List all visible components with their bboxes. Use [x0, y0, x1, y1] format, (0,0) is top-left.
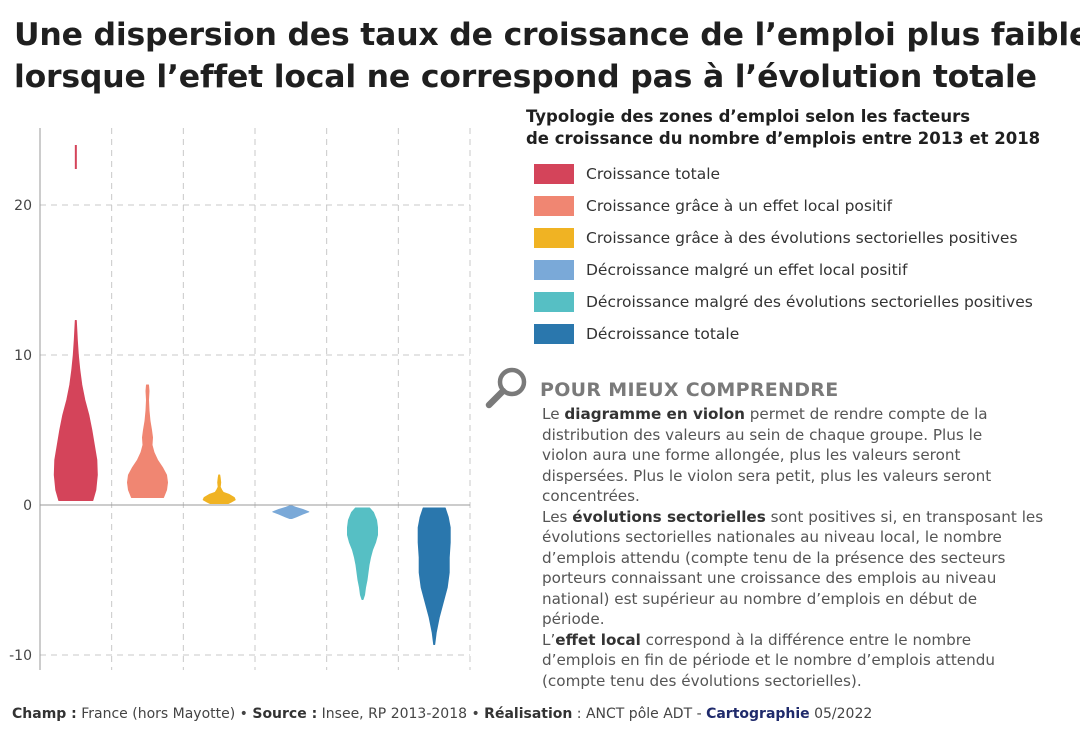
violin-shape — [272, 505, 310, 519]
violin-shape — [417, 507, 451, 645]
text-fragment: L’ — [542, 630, 556, 649]
legend-swatch — [534, 228, 574, 248]
magnifier-icon — [485, 367, 527, 409]
text-fragment: permet de rendre compte de la — [744, 405, 988, 423]
legend-label: Décroissance malgré des évolutions secto… — [586, 293, 1033, 311]
title-line-2: lorsque l’effet local ne correspond pas … — [14, 59, 1037, 95]
legend-swatch — [534, 196, 574, 216]
explanation-body: Le diagramme en violon permet de rendre … — [542, 404, 1074, 691]
realisation-value: : ANCT pôle ADT - — [572, 706, 707, 722]
text-line: période. — [542, 610, 605, 628]
y-tick-label: 10 — [14, 348, 32, 364]
sectoral-term: évolutions sectorielles — [572, 507, 766, 526]
text-fragment: correspond à la différence entre le nomb… — [640, 630, 972, 649]
violin-paragraph: Le diagramme en violon permet de rendre … — [542, 404, 1074, 425]
legend-swatch — [534, 324, 574, 344]
legend-label: Croissance totale — [586, 165, 721, 183]
text-fragment: Les — [542, 507, 573, 526]
legend-item: Croissance grâce à un effet local positi… — [526, 190, 1066, 222]
explanation-header: POUR MIEUX COMPRENDRE — [484, 364, 1074, 410]
text-line: évolutions sectorielles nationales au ni… — [542, 528, 1002, 546]
text-line: d’emplois en fin de période et le nombre… — [542, 651, 996, 669]
legend-items: Croissance totale Croissance grâce à un e… — [526, 158, 1066, 350]
violin-outlier — [74, 145, 77, 169]
local-effect-term: effet local — [555, 630, 641, 649]
footer-credits: Champ : France (hors Mayotte) • Source :… — [12, 706, 872, 722]
text-line: national) est supérieur au nombre d’empl… — [542, 589, 978, 608]
y-tick-label: -10 — [9, 648, 32, 664]
violin-shape — [53, 320, 98, 501]
page-title: Une dispersion des taux de croissance de… — [14, 14, 1080, 98]
champ-value: France (hors Mayotte) • — [76, 706, 253, 722]
text-line: concentrées. — [542, 487, 640, 505]
champ-label: Champ : — [12, 706, 77, 722]
explanation-panel: POUR MIEUX COMPRENDRE Le diagramme en vi… — [484, 364, 1074, 691]
legend-label: Croissance grâce à des évolutions sector… — [586, 229, 1018, 247]
legend-title: Typologie des zones d’emploi selon les f… — [526, 106, 1066, 150]
text-line: dispersées. Plus le violon sera petit, p… — [542, 466, 992, 485]
realisation-label: Réalisation — [484, 706, 573, 722]
text-line: violon aura une forme allongée, plus les… — [542, 446, 961, 464]
text-line: (compte tenu des évolutions sectorielles… — [542, 671, 862, 690]
source-label: Source : — [252, 706, 318, 722]
legend-swatch — [534, 260, 574, 280]
source-value: Insee, RP 2013-2018 • — [317, 706, 485, 722]
legend-item: Croissance totale — [526, 158, 1066, 190]
text-line: d’emplois attendu (compte tenu de la pré… — [542, 548, 1006, 567]
legend-label: Décroissance malgré un effet local posit… — [586, 261, 908, 279]
text-fragment: sont positives si, en transposant les — [765, 507, 1044, 526]
legend-title-line-1: Typologie des zones d’emploi selon les f… — [526, 107, 971, 126]
footer-date: 05/2022 — [809, 706, 873, 722]
violin-shape — [202, 474, 236, 504]
legend-label: Décroissance totale — [586, 325, 740, 343]
legend-item: Décroissance totale — [526, 318, 1066, 350]
local-effect-paragraph: L’effet local correspond à la différence… — [542, 630, 1074, 651]
y-tick-label: 20 — [14, 198, 32, 214]
violin-chart: -10 0 10 20 — [9, 128, 471, 670]
text-line: porteurs connaissant une croissance des … — [542, 569, 997, 587]
violin-term: diagramme en violon — [564, 405, 745, 423]
legend-label: Croissance grâce à un effet local positi… — [586, 197, 893, 215]
violin-shape — [127, 384, 168, 498]
violin-shape — [347, 507, 378, 600]
legend-swatch — [534, 292, 574, 312]
y-tick-label: 0 — [23, 498, 32, 514]
text-fragment: Le — [542, 405, 565, 423]
explanation-title: POUR MIEUX COMPRENDRE — [540, 379, 839, 401]
sectoral-paragraph: Les évolutions sectorielles sont positiv… — [542, 507, 1074, 528]
legend-swatch — [534, 164, 574, 184]
title-line-1: Une dispersion des taux de croissance de… — [14, 17, 1080, 53]
legend-item: Décroissance malgré un effet local posit… — [526, 254, 1066, 286]
legend-item: Décroissance malgré des évolutions secto… — [526, 286, 1066, 318]
legend-item: Croissance grâce à des évolutions sector… — [526, 222, 1066, 254]
legend: Typologie des zones d’emploi selon les f… — [526, 106, 1066, 350]
text-line: distribution des valeurs au sein de chaq… — [542, 425, 983, 444]
brand-name: Cartographie — [706, 706, 810, 722]
legend-title-line-2: de croissance du nombre d’emplois entre … — [526, 129, 1041, 148]
